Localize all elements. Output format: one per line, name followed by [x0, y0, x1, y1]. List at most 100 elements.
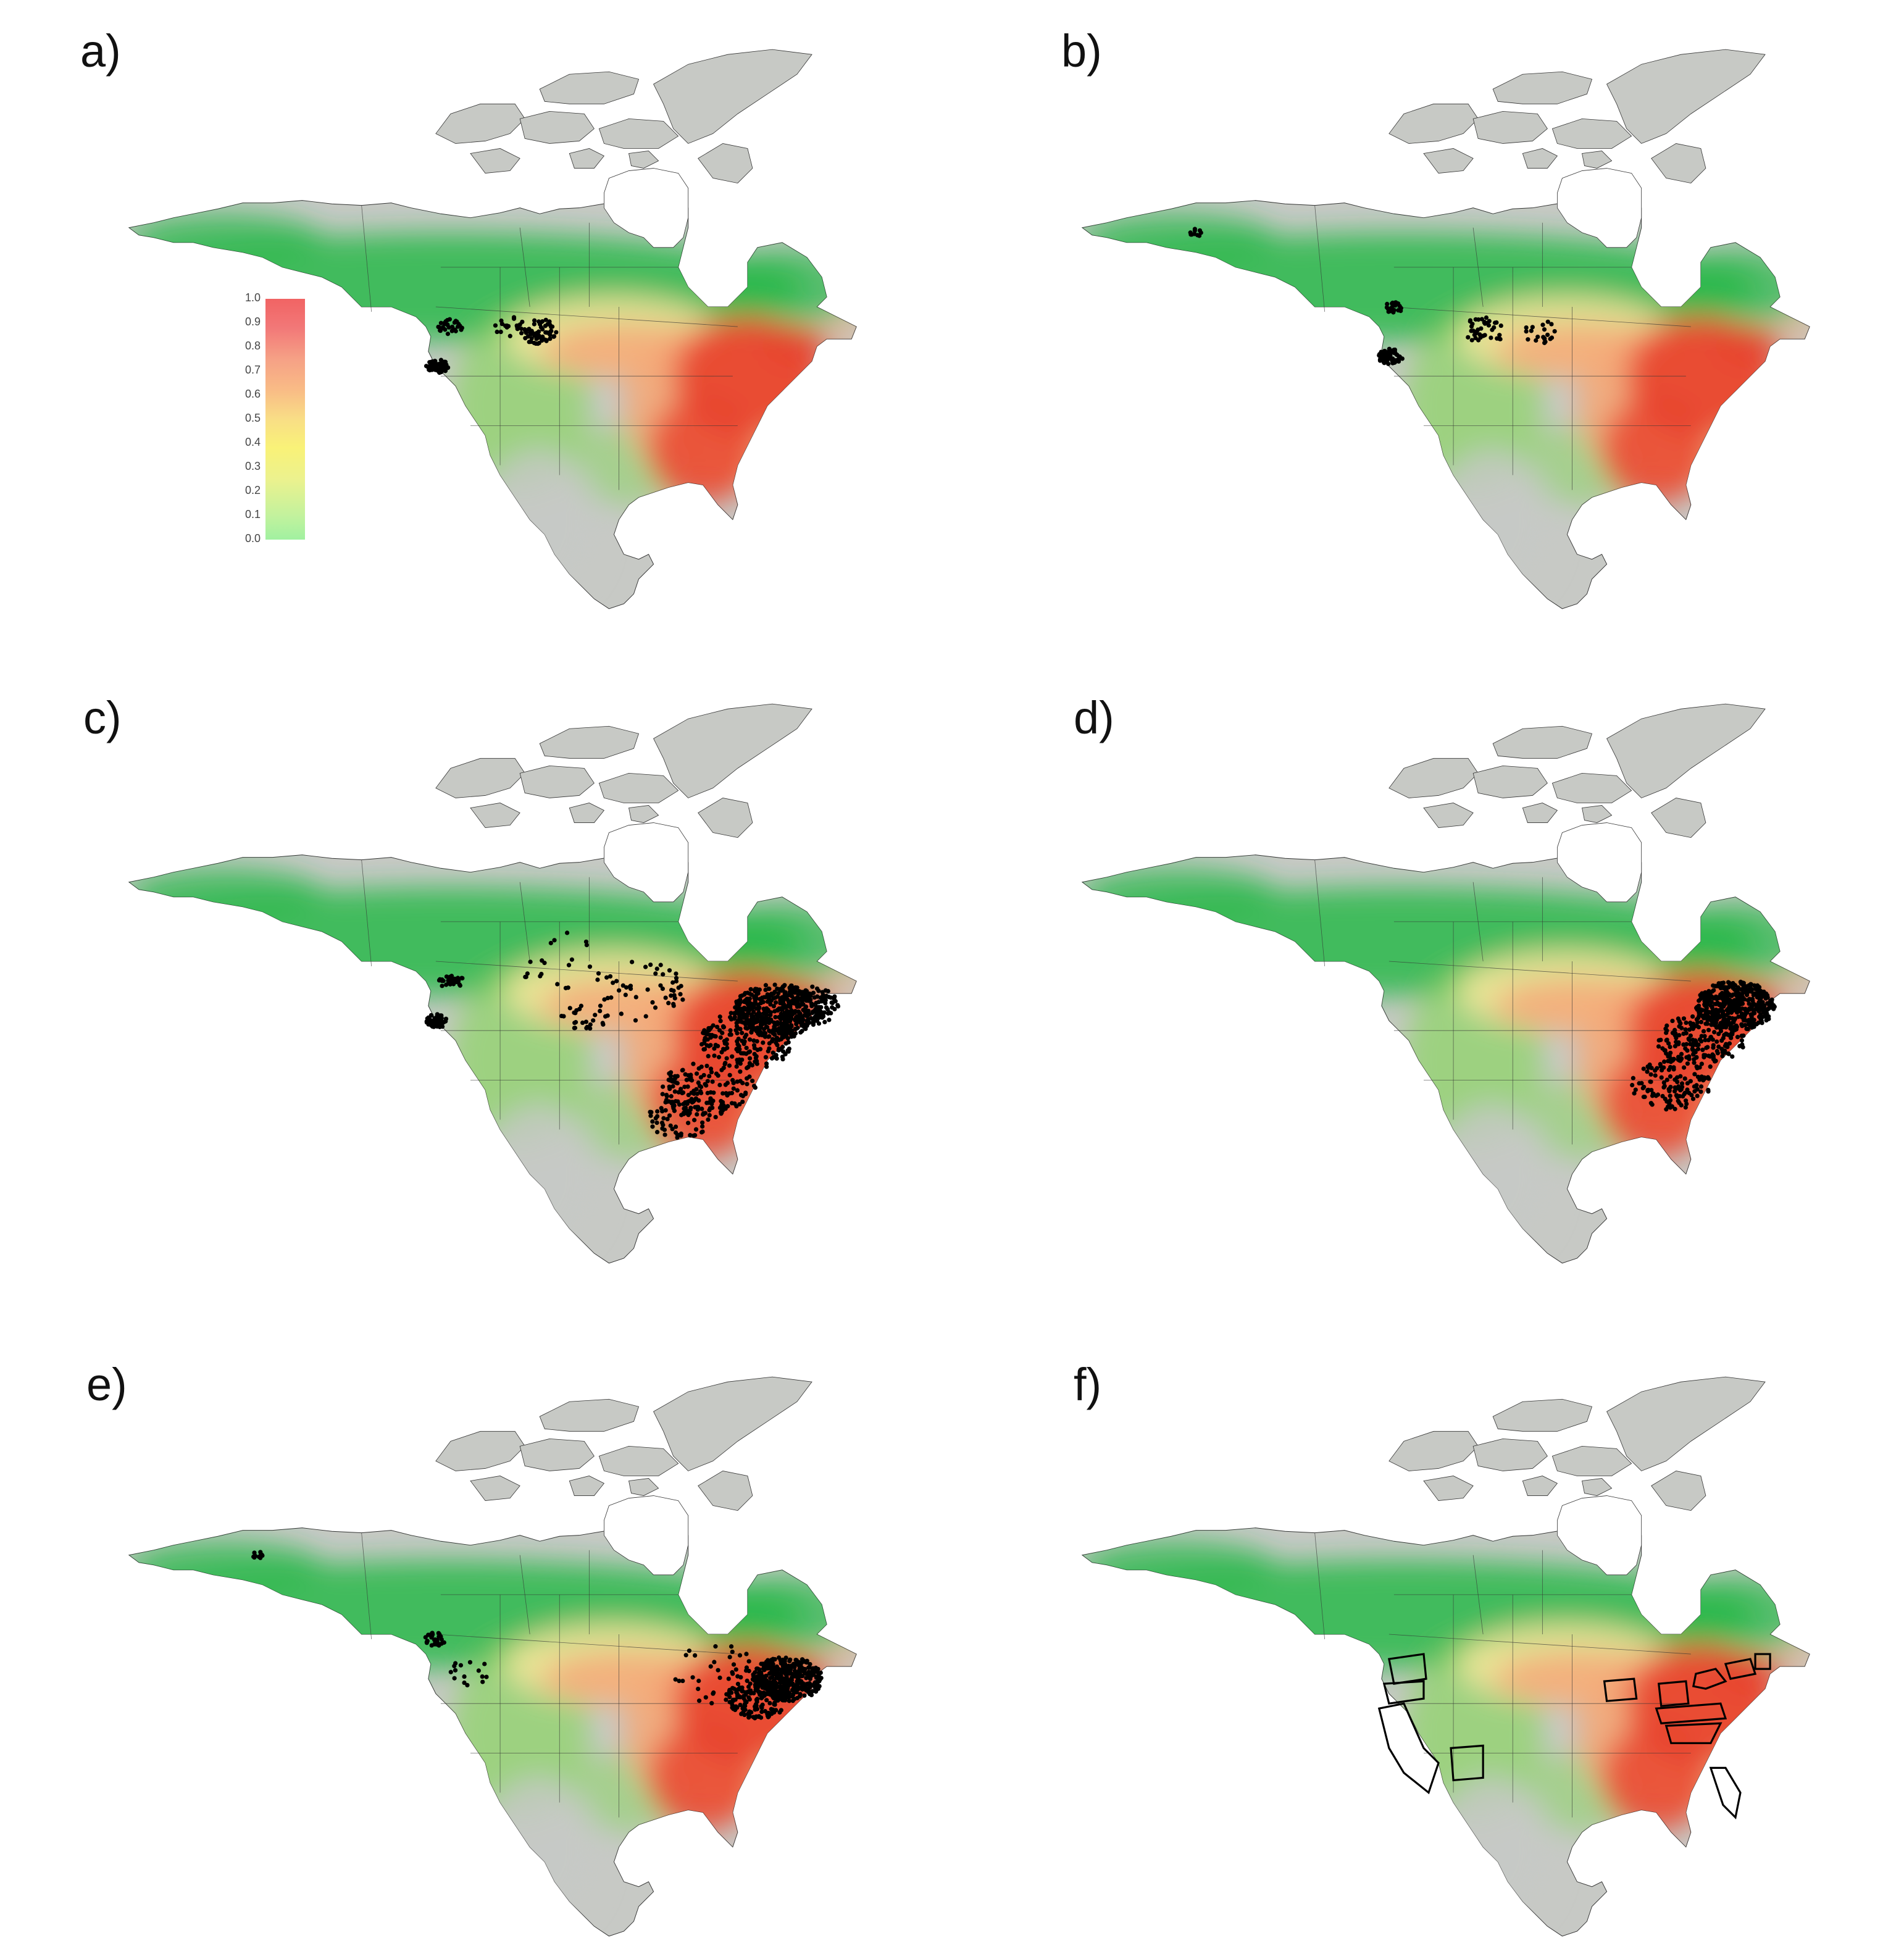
occurrence-point — [766, 1017, 771, 1022]
occurrence-point — [695, 1091, 699, 1097]
occurrence-point — [1706, 1053, 1711, 1058]
occurrence-point — [1740, 987, 1745, 992]
occurrence-point — [1385, 358, 1390, 363]
occurrence-point — [765, 999, 770, 1004]
occurrence-point — [542, 337, 547, 342]
occurrence-point — [1681, 1042, 1686, 1047]
occurrence-point — [761, 1679, 766, 1684]
occurrence-points — [424, 930, 841, 1140]
occurrence-point — [1769, 997, 1774, 1002]
occurrence-point — [1699, 992, 1704, 996]
occurrence-point — [787, 989, 793, 995]
occurrence-point — [1683, 1046, 1688, 1051]
occurrence-point — [1732, 1027, 1737, 1032]
occurrence-point — [732, 1016, 737, 1021]
occurrence-point — [1721, 997, 1726, 1002]
occurrence-point — [1745, 989, 1750, 994]
legend-color-bar — [265, 299, 305, 540]
occurrence-point — [795, 1026, 800, 1030]
occurrence-point — [795, 1679, 800, 1684]
occurrence-point — [726, 1676, 731, 1681]
occurrence-point — [717, 1014, 722, 1019]
occurrence-point — [1764, 991, 1769, 996]
occurrence-point — [759, 1705, 764, 1710]
occurrence-point — [709, 1097, 714, 1102]
occurrence-point — [1676, 1042, 1681, 1047]
occurrence-point — [1660, 1046, 1665, 1051]
occurrence-point — [673, 1130, 679, 1135]
occurrence-point — [1710, 1037, 1715, 1042]
occurrence-point — [1683, 1105, 1688, 1110]
occurrence-point — [669, 1101, 674, 1106]
occurrence-point — [1690, 1025, 1695, 1030]
occurrence-point — [1476, 317, 1481, 322]
occurrence-point — [683, 1653, 688, 1658]
occurrence-point — [762, 1017, 767, 1023]
occurrence-point — [729, 1011, 733, 1016]
occurrence-point — [1677, 1033, 1682, 1038]
occurrence-point — [1545, 332, 1550, 337]
occurrence-point — [1697, 1009, 1702, 1014]
occurrence-point — [756, 1674, 761, 1679]
occurrence-point — [1699, 1038, 1704, 1044]
occurrence-point — [465, 1682, 470, 1687]
occurrence-point — [1668, 1093, 1672, 1098]
political-borders — [1314, 859, 1691, 1145]
occurrence-point — [780, 984, 785, 989]
occurrence-point — [1699, 1061, 1705, 1066]
occurrence-point — [1724, 1022, 1729, 1027]
occurrence-point — [1497, 333, 1502, 338]
occurrence-point — [532, 340, 537, 346]
occurrence-point — [679, 1087, 683, 1092]
occurrence-point — [711, 1691, 716, 1696]
occurrence-point — [1633, 1087, 1638, 1092]
occurrence-point — [660, 1126, 665, 1131]
occurrence-point — [678, 992, 683, 996]
occurrence-point — [811, 1022, 816, 1027]
occurrence-point — [435, 1014, 440, 1019]
occurrence-point — [769, 1056, 775, 1061]
occurrence-point — [1728, 1006, 1734, 1011]
occurrence-point — [661, 972, 666, 977]
occurrence-point — [669, 993, 674, 998]
occurrence-point — [536, 329, 541, 334]
occurrence-point — [768, 1002, 773, 1007]
occurrence-point — [584, 1026, 589, 1030]
occurrence-point — [738, 1079, 743, 1084]
occurrence-point — [802, 1693, 807, 1698]
occurrence-point — [1732, 987, 1737, 992]
occurrence-point — [771, 996, 776, 1001]
occurrence-point — [445, 332, 451, 336]
political-borders — [361, 1532, 738, 1818]
occurrence-point — [440, 325, 446, 331]
occurrence-point — [771, 1672, 776, 1677]
occurrence-point — [572, 1021, 577, 1026]
occurrence-point — [767, 1046, 772, 1051]
occurrence-point — [1687, 1027, 1692, 1032]
occurrence-point — [1542, 327, 1547, 332]
occurrence-point — [1697, 1013, 1701, 1018]
occurrence-point — [704, 1083, 709, 1088]
occurrence-point — [1703, 1011, 1708, 1016]
occurrence-point — [543, 324, 548, 328]
occurrence-point — [645, 987, 650, 992]
occurrence-point — [1687, 1037, 1692, 1042]
occurrence-point — [733, 1028, 738, 1033]
occurrence-point — [430, 1631, 435, 1636]
occurrence-point — [789, 1677, 795, 1682]
occurrence-point — [804, 1676, 809, 1681]
occurrence-point — [1648, 1101, 1653, 1106]
occurrence-point — [1641, 1066, 1646, 1071]
occurrence-point — [1681, 1094, 1685, 1099]
occurrence-point — [1706, 1087, 1711, 1093]
occurrence-point — [754, 1697, 760, 1702]
occurrence-point — [776, 991, 781, 996]
occurrence-point — [724, 1697, 729, 1702]
occurrence-point — [728, 1028, 733, 1033]
occurrence-point — [670, 1084, 675, 1089]
occurrence-point — [801, 1008, 806, 1013]
occurrence-point — [440, 977, 445, 982]
hudson-bay — [604, 1495, 689, 1576]
occurrence-point — [1731, 1000, 1737, 1005]
occurrence-point — [783, 1051, 788, 1057]
